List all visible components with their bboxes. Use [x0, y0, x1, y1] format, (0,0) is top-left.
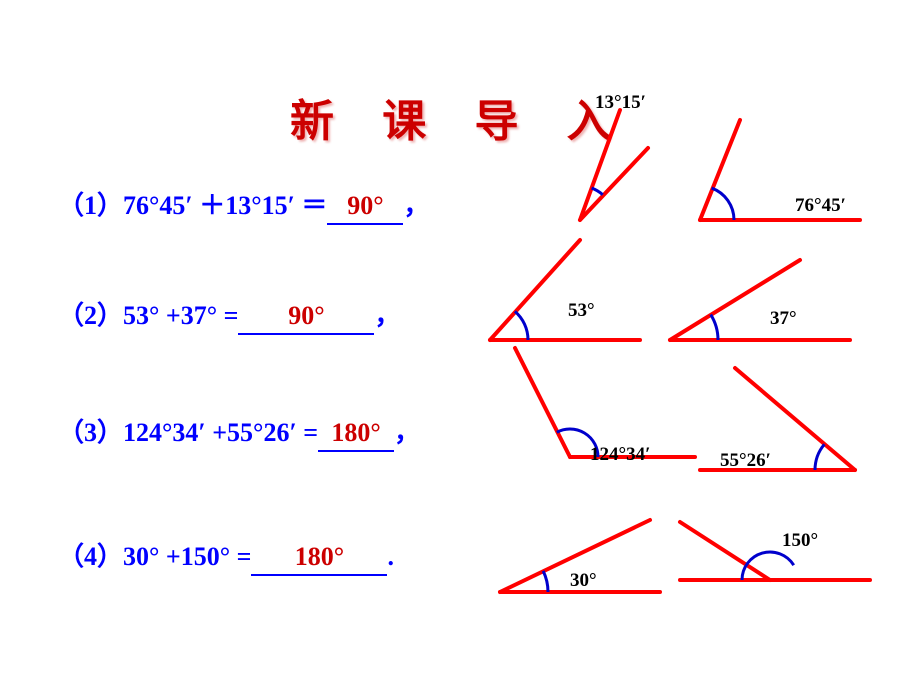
problem-tail: ，: [374, 301, 400, 330]
problem-row: （1）76°45′ ＋13°15′ ＝90°，: [58, 185, 429, 225]
problem-number: （4）: [58, 542, 123, 571]
angle-label: 13°15′: [595, 92, 646, 114]
problem-number: （1）: [58, 191, 123, 220]
problem-row: （4）30° +150° =180°.: [58, 536, 394, 576]
problem-answer: 90°: [327, 191, 403, 225]
problem-expression: 53° +37° =: [123, 301, 238, 330]
problem-expression: 30° +150° =: [123, 542, 251, 571]
problem-row: （3）124°34′ +55°26′ =180°，: [58, 412, 420, 452]
problem-row: （2）53° +37° =90°，: [58, 295, 400, 335]
problem-tail: ，: [394, 418, 420, 447]
problem-answer: 180°: [251, 542, 387, 576]
slide-title: 新 课 导 入: [290, 85, 629, 149]
angle-label: 37°: [770, 308, 797, 330]
problem-expression: 76°45′ ＋13°15′ ＝: [123, 191, 327, 220]
problem-number: （3）: [58, 418, 123, 447]
angle-label: 30°: [570, 570, 597, 592]
angle-label: 76°45′: [795, 195, 846, 217]
angle-label: 55°26′: [720, 450, 771, 472]
problem-expression: 124°34′ +55°26′ =: [123, 418, 318, 447]
problem-answer: 180°: [318, 418, 394, 452]
problem-tail: ，: [403, 191, 429, 220]
problem-answer: 90°: [238, 301, 374, 335]
angle-label: 124°34′: [590, 444, 650, 466]
problem-tail: .: [387, 542, 394, 571]
problem-number: （2）: [58, 301, 123, 330]
angle-label: 53°: [568, 300, 595, 322]
angle-label: 150°: [782, 530, 818, 552]
